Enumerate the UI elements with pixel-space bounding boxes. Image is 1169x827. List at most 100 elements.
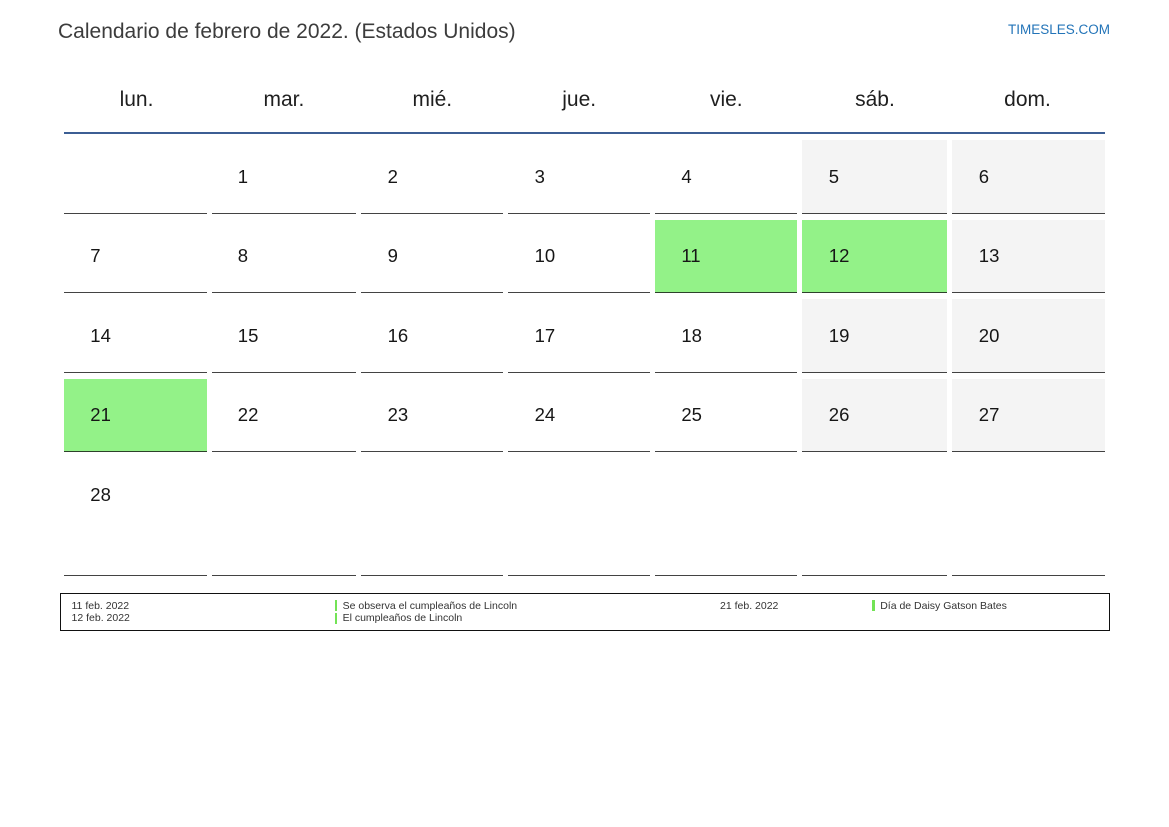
day-number: 15	[237, 324, 259, 346]
day-cell: 15	[209, 299, 359, 373]
legend-date: 21 feb. 2022	[720, 599, 779, 612]
legend-event: Día de Daisy Gatson Bates	[872, 600, 1007, 612]
day-number: 23	[387, 404, 409, 426]
day-number: 11	[681, 245, 701, 267]
day-cell-inner: 15	[211, 299, 357, 373]
day-cell-inner	[64, 140, 207, 214]
day-cell-inner: 9	[361, 220, 504, 293]
page-title: Calendario de febrero de 2022. (Estados …	[58, 20, 516, 44]
day-cell-inner: 27	[952, 378, 1105, 452]
day-number: 5	[828, 165, 840, 187]
legend-date: 12 feb. 2022	[71, 612, 130, 625]
day-cell-inner: 23	[361, 379, 504, 452]
day-cell-inner: 24	[508, 379, 651, 452]
day-cell: 13	[950, 219, 1105, 293]
day-number: 26	[828, 404, 850, 426]
day-cell-inner: 5	[802, 140, 948, 214]
day-cell: 28	[64, 458, 209, 576]
event-color-bar-icon	[334, 612, 338, 624]
day-number: 8	[237, 245, 249, 267]
day-cell-inner: 21	[64, 378, 207, 452]
day-cell: 2	[359, 140, 506, 214]
day-cell-inner: 20	[952, 299, 1105, 373]
day-cell-inner	[952, 458, 1105, 576]
day-cell	[506, 458, 653, 576]
day-number: 21	[90, 404, 111, 426]
weekday-label: mar.	[263, 88, 305, 111]
day-cell: 17	[506, 299, 653, 373]
day-cell	[950, 458, 1105, 576]
calendar-grid: 1 2 3 4 5 6 7 8 9 10 11 12 13 14 15 16 17 18 19 20 21 22 23 24 2…	[64, 140, 1105, 576]
day-cell-inner	[361, 458, 504, 576]
day-cell-inner: 10	[508, 220, 651, 293]
day-cell-inner: 22	[211, 379, 357, 452]
weekday-label: lun.	[119, 88, 154, 111]
day-number: 1	[237, 165, 249, 187]
day-cell: 10	[506, 220, 653, 293]
weekday-label: dom.	[1004, 88, 1051, 111]
day-cell: 3	[506, 140, 653, 214]
day-number: 17	[534, 324, 556, 346]
day-cell: 6	[950, 140, 1105, 214]
legend-event-text: Se observa el cumpleaños de Lincoln	[342, 599, 518, 612]
header-rule	[64, 132, 1105, 135]
day-cell-inner: 7	[64, 220, 207, 293]
event-color-bar-icon	[872, 600, 875, 612]
day-cell: 7	[64, 220, 209, 293]
day-cell-inner	[802, 458, 948, 576]
day-number: 19	[828, 324, 850, 346]
event-color-bar-icon	[334, 600, 338, 612]
day-cell: 24	[506, 379, 653, 452]
day-cell: 21	[64, 378, 209, 452]
brand-link[interactable]: TIMESLES.COM	[1007, 22, 1110, 38]
day-number: 10	[534, 245, 556, 267]
legend-events: Día de Daisy Gatson Bates	[872, 600, 1007, 612]
day-number: 7	[90, 245, 101, 267]
day-number: 4	[681, 165, 692, 187]
day-cell	[359, 458, 506, 576]
day-cell-inner: 1	[211, 140, 357, 214]
day-cell-inner: 25	[655, 379, 798, 452]
day-cell: 25	[653, 379, 800, 452]
day-cell-inner: 3	[508, 140, 651, 214]
day-cell-inner	[655, 458, 798, 576]
legend-event-text: El cumpleaños de Lincoln	[342, 612, 463, 625]
day-cell: 12	[800, 219, 950, 293]
day-cell	[800, 458, 950, 576]
weekday-label: jue.	[562, 88, 597, 111]
day-cell: 22	[209, 379, 359, 452]
day-cell: 14	[64, 299, 209, 373]
day-cell-inner	[508, 458, 651, 576]
day-number: 12	[828, 245, 850, 267]
day-number: 28	[90, 483, 111, 505]
day-cell: 8	[209, 220, 359, 293]
legend-event-text: Día de Daisy Gatson Bates	[880, 599, 1007, 612]
legend-date: 11 feb. 2022	[71, 599, 130, 612]
day-cell	[209, 458, 359, 576]
weekday-header-row: lun. mar. mié. jue. vie. sáb. dom.	[64, 89, 1105, 110]
day-cell	[653, 458, 800, 576]
day-number: 24	[534, 404, 556, 426]
day-number: 9	[387, 245, 398, 267]
day-cell-inner: 19	[802, 299, 948, 373]
day-cell: 18	[653, 299, 800, 373]
day-cell: 23	[359, 379, 506, 452]
day-cell-inner: 18	[655, 299, 798, 373]
legend-box: 11 feb. 2022 12 feb. 2022 Se observa el cu…	[60, 593, 1110, 632]
day-cell-inner: 4	[655, 140, 798, 214]
legend-dates: 21 feb. 2022	[720, 600, 778, 612]
legend-events: Se observa el cumpleaños de Lincoln El cu…	[334, 599, 518, 625]
day-cell-inner: 8	[211, 220, 357, 293]
day-cell-inner: 17	[508, 299, 651, 373]
day-number: 22	[237, 404, 259, 426]
day-cell-inner: 28	[64, 458, 207, 576]
day-number: 27	[978, 404, 1000, 426]
day-number: 3	[534, 165, 545, 187]
day-cell: 19	[800, 299, 950, 373]
day-cell: 16	[359, 299, 506, 373]
day-number: 16	[387, 324, 409, 346]
day-cell: 26	[800, 378, 950, 452]
day-cell-inner: 12	[802, 219, 948, 293]
day-cell: 27	[950, 378, 1105, 452]
day-number: 13	[978, 245, 1000, 267]
